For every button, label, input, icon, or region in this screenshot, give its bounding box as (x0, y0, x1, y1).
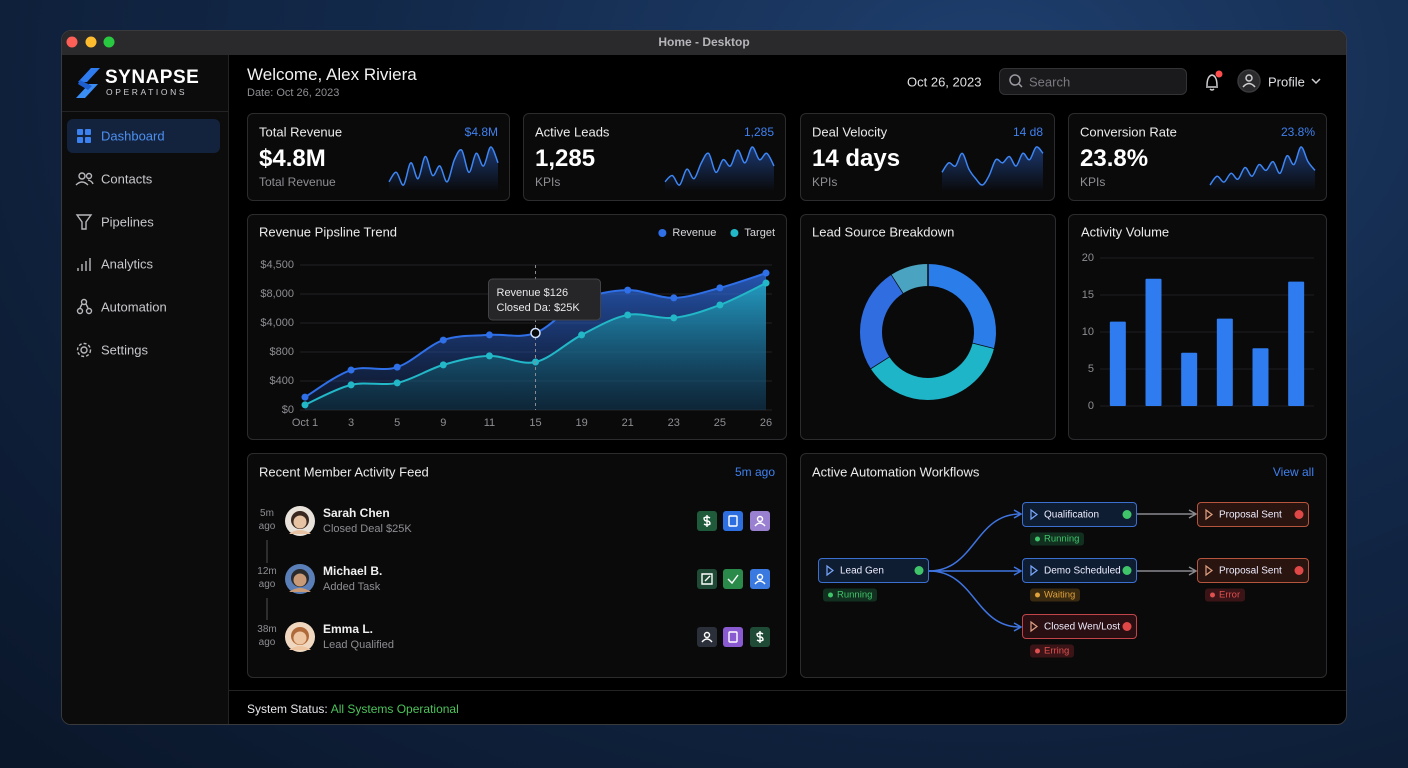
kpi-caption: KPIs (812, 175, 838, 189)
node-label: Demo Scheduled (1044, 565, 1121, 577)
status-value: All Systems Operational (330, 702, 459, 716)
card (1068, 214, 1327, 440)
kpi-title: Total Revenue (259, 124, 343, 140)
nav-item[interactable]: Analytics (101, 256, 154, 272)
kpi-value: $4.8M (259, 145, 326, 172)
status-dot (1035, 648, 1040, 654)
date-line: Date: Oct 26, 2023 (247, 87, 340, 99)
welcome: Welcome, Alex Riviera (247, 65, 417, 84)
nav-highlight (67, 119, 220, 153)
status-divider (229, 690, 1346, 691)
status-dot (1035, 592, 1040, 598)
nav-item[interactable]: Pipelines (101, 214, 154, 230)
status-dot (1035, 536, 1040, 542)
kpi-title: Conversion Rate (1080, 124, 1177, 140)
feed-link[interactable]: 5m ago (734, 465, 775, 479)
brand-sub: OPERATIONS (106, 87, 188, 97)
kpi-title: Deal Velocity (812, 124, 888, 140)
status-label: System Status: (247, 702, 328, 716)
profile[interactable]: Profile (1268, 74, 1305, 90)
kpi-value: 14 days (812, 145, 901, 172)
window-title: Home - Desktop (658, 35, 750, 49)
feed-action: Closed Deal $25K (323, 523, 412, 535)
search-box[interactable] (999, 68, 1187, 95)
node-label: Qualification (1044, 509, 1100, 521)
node-label: Proposal Sent (1219, 565, 1282, 577)
sidebar (62, 55, 229, 724)
feed-action: Added Task (323, 581, 381, 593)
kpi-badge: 1,285 (743, 125, 774, 139)
feed-time: 5m ago (258, 508, 276, 532)
nav-item[interactable]: Contacts (101, 171, 153, 187)
kpi-badge: 23.8% (1280, 125, 1315, 139)
kpi-caption: KPIs (1080, 175, 1106, 189)
card (800, 214, 1056, 440)
workflow-title: Active Automation Workflows (812, 464, 980, 480)
header-date: Oct 26, 2023 (907, 74, 982, 90)
feed-action: Lead Qualified (323, 639, 394, 651)
status-pill: Waiting (1030, 588, 1081, 602)
feed-name: Michael B. (323, 564, 383, 578)
sidebar-divider (62, 111, 228, 112)
card (247, 214, 787, 440)
workflow-node[interactable] (1197, 558, 1309, 583)
status-dot (828, 592, 833, 598)
feed-title: Recent Member Activity Feed (259, 464, 429, 480)
title-bar (62, 31, 1346, 55)
workflow-link[interactable]: View all (1272, 465, 1314, 479)
status-pill: Erring (1030, 644, 1075, 658)
feed-name: Emma L. (323, 622, 374, 636)
kpi-value: 1,285 (535, 145, 596, 172)
node-label: Closed Wen/Lost (1044, 621, 1120, 633)
search-placeholder[interactable]: Search (1029, 74, 1071, 90)
status-pill: Running (823, 588, 878, 602)
kpi-value: 23.8% (1080, 145, 1149, 172)
status-dot (1210, 592, 1215, 598)
kpi-badge: 14 d8 (1012, 125, 1043, 139)
workflow-node[interactable] (1197, 502, 1309, 527)
node-label: Lead Gen (840, 565, 884, 577)
nav-item[interactable]: Dashboard (101, 128, 165, 144)
feed-time: 12m ago (257, 566, 277, 590)
workflow-node[interactable] (1022, 558, 1137, 583)
feed-name: Sarah Chen (323, 506, 390, 520)
kpi-caption: Total Revenue (259, 175, 336, 189)
workflow-node[interactable] (1022, 614, 1137, 639)
workflow-node[interactable] (818, 558, 929, 583)
kpi-title: Active Leads (535, 124, 610, 140)
kpi-caption: KPIs (535, 175, 561, 189)
node-label: Proposal Sent (1219, 509, 1282, 521)
status-pill: Running (1030, 532, 1085, 546)
feed-time: 38m ago (257, 624, 277, 648)
brand: SYNAPSE (105, 67, 200, 88)
nav-item[interactable]: Automation (101, 299, 167, 315)
nav-item[interactable]: Settings (101, 342, 148, 358)
status-pill: Error (1205, 588, 1246, 602)
kpi-badge: $4.8M (464, 125, 498, 139)
